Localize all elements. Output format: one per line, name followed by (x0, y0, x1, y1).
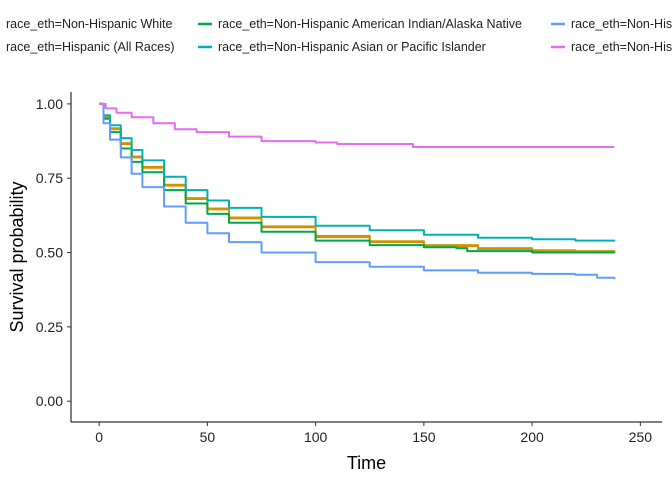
y-axis-title: Survival probability (7, 181, 27, 332)
series-line-3 (99, 102, 616, 242)
series-lines (99, 102, 616, 280)
series-line-4 (99, 102, 616, 280)
x-tick-label: 50 (200, 429, 216, 445)
x-tick-label: 100 (304, 429, 328, 445)
legend-label: race_eth=Non-Hispanic Unknown Race (571, 40, 672, 54)
legend-label: race_eth=Non-Hispanic American Indian/Al… (218, 17, 522, 31)
x-axis-title: Time (347, 453, 386, 473)
legend-label: race_eth=Non-Hispanic White (6, 17, 172, 31)
y-tick-label: 0.75 (36, 170, 63, 186)
x-tick-label: 150 (412, 429, 436, 445)
x-tick-label: 200 (520, 429, 544, 445)
series-line-5 (99, 102, 615, 148)
y-tick-label: 0.50 (36, 245, 63, 261)
x-tick-label: 0 (95, 429, 103, 445)
axes: 0.00 0.25 0.50 0.75 1.00 0 50 100 150 200 250 (36, 92, 662, 445)
y-tick-label: 0.00 (36, 393, 63, 409)
legend-label: race_eth=Non-Hispanic Black (571, 17, 672, 31)
legend: race_eth=Non-Hispanic White race_eth=Non-… (6, 17, 672, 54)
legend-label: race_eth=Hispanic (All Races) (6, 40, 174, 54)
y-tick-label: 0.25 (36, 319, 63, 335)
x-tick-label: 250 (629, 429, 653, 445)
y-tick-label: 1.00 (36, 96, 63, 112)
legend-label: race_eth=Non-Hispanic Asian or Pacific I… (218, 40, 486, 54)
